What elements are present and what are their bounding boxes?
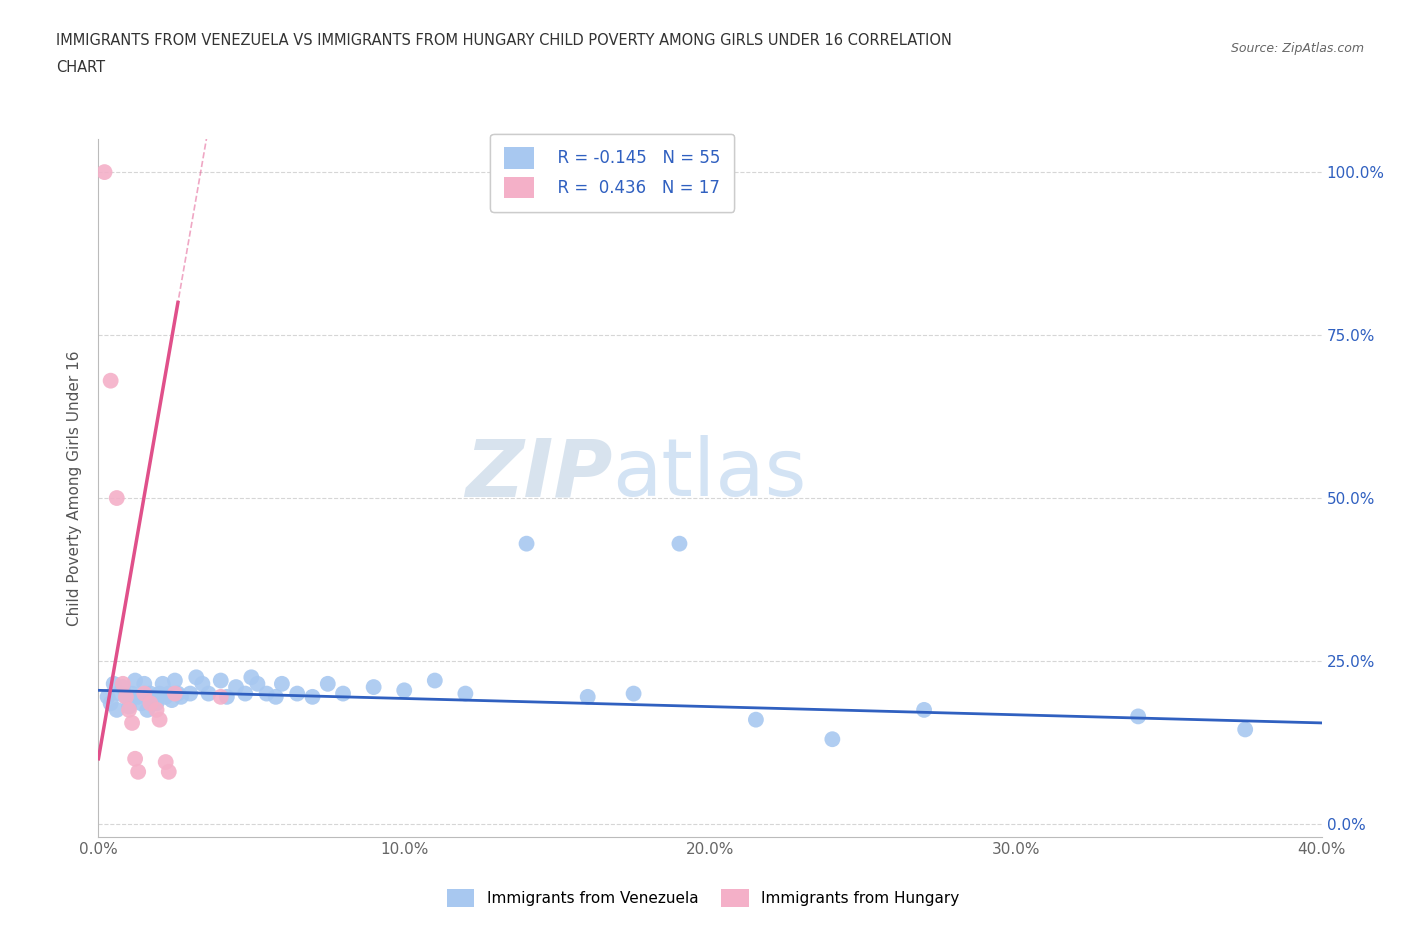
Point — [215, 689, 238, 704]
Point — [100, 696, 122, 711]
Point — [163, 686, 186, 701]
Point — [246, 676, 269, 691]
Point — [163, 673, 186, 688]
Point — [623, 686, 645, 701]
Point — [668, 537, 690, 551]
Text: Source: ZipAtlas.com: Source: ZipAtlas.com — [1230, 42, 1364, 55]
Point — [1234, 722, 1257, 737]
Point — [745, 712, 768, 727]
Point — [332, 686, 354, 701]
Y-axis label: Child Poverty Among Girls Under 16: Child Poverty Among Girls Under 16 — [67, 351, 83, 626]
Point — [233, 686, 256, 701]
Point — [197, 686, 219, 701]
Point — [191, 676, 214, 691]
Point — [111, 676, 134, 691]
Point — [142, 689, 165, 704]
Point — [103, 676, 125, 691]
Text: ZIP: ZIP — [465, 435, 612, 513]
Point — [136, 702, 159, 717]
Point — [285, 686, 308, 701]
Point — [139, 686, 162, 701]
Point — [97, 689, 120, 704]
Point — [363, 680, 385, 695]
Point — [157, 764, 180, 779]
Legend:   R = -0.145   N = 55,   R =  0.436   N = 17: R = -0.145 N = 55, R = 0.436 N = 17 — [491, 134, 734, 212]
Point — [134, 676, 156, 691]
Point — [270, 676, 292, 691]
Point — [134, 686, 156, 701]
Point — [127, 764, 149, 779]
Point — [186, 670, 208, 684]
Point — [115, 689, 138, 704]
Point — [167, 686, 190, 701]
Point — [316, 676, 339, 691]
Point — [516, 537, 538, 551]
Point — [115, 689, 138, 704]
Point — [105, 702, 128, 717]
Point — [139, 696, 162, 711]
Point — [121, 715, 143, 730]
Text: CHART: CHART — [56, 60, 105, 75]
Point — [127, 689, 149, 704]
Point — [264, 689, 287, 704]
Point — [454, 686, 477, 701]
Point — [157, 686, 180, 701]
Point — [392, 683, 416, 698]
Point — [118, 702, 141, 717]
Point — [301, 689, 323, 704]
Point — [124, 751, 146, 766]
Point — [118, 699, 141, 714]
Point — [108, 686, 131, 701]
Point — [155, 689, 177, 704]
Point — [145, 696, 167, 711]
Point — [423, 673, 446, 688]
Point — [124, 673, 146, 688]
Point — [256, 686, 278, 701]
Point — [821, 732, 844, 747]
Point — [209, 673, 232, 688]
Point — [170, 689, 193, 704]
Point — [155, 754, 177, 769]
Point — [225, 680, 247, 695]
Point — [209, 689, 232, 704]
Point — [129, 696, 152, 711]
Legend: Immigrants from Venezuela, Immigrants from Hungary: Immigrants from Venezuela, Immigrants fr… — [440, 884, 966, 913]
Point — [160, 693, 183, 708]
Point — [121, 686, 143, 701]
Point — [240, 670, 263, 684]
Point — [105, 491, 128, 506]
Point — [1128, 709, 1150, 724]
Point — [93, 165, 115, 179]
Point — [576, 689, 599, 704]
Point — [100, 373, 122, 388]
Point — [149, 686, 172, 701]
Text: IMMIGRANTS FROM VENEZUELA VS IMMIGRANTS FROM HUNGARY CHILD POVERTY AMONG GIRLS U: IMMIGRANTS FROM VENEZUELA VS IMMIGRANTS … — [56, 33, 952, 47]
Point — [912, 702, 935, 717]
Point — [179, 686, 201, 701]
Point — [149, 712, 172, 727]
Point — [111, 680, 134, 695]
Point — [145, 702, 167, 717]
Text: atlas: atlas — [612, 435, 807, 513]
Point — [152, 676, 174, 691]
